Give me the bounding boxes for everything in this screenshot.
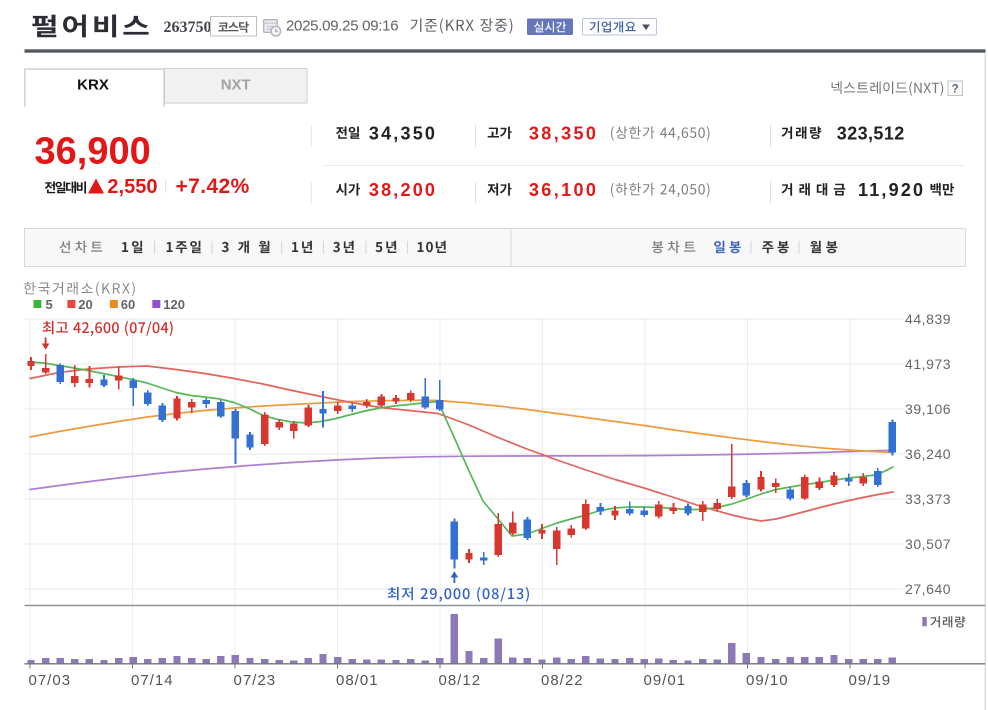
svg-text:07/03: 07/03 xyxy=(29,672,72,689)
svg-text:2025.09.25 09:16: 2025.09.25 09:16 xyxy=(286,18,398,35)
svg-text:30,507: 30,507 xyxy=(905,536,951,552)
svg-text:09/10: 09/10 xyxy=(746,672,789,689)
svg-text:07/14: 07/14 xyxy=(131,672,174,689)
svg-text:36,900: 36,900 xyxy=(35,131,151,173)
svg-text:NXT: NXT xyxy=(221,77,251,94)
svg-text:36,100: 36,100 xyxy=(529,180,598,200)
svg-text:263750: 263750 xyxy=(164,19,212,36)
svg-text:39,106: 39,106 xyxy=(905,401,951,417)
svg-text:5: 5 xyxy=(46,297,53,312)
svg-text:09/01: 09/01 xyxy=(644,672,687,689)
svg-text:20: 20 xyxy=(78,297,92,312)
svg-text:08/12: 08/12 xyxy=(439,672,482,689)
svg-text:2,550: 2,550 xyxy=(107,176,157,198)
svg-text:07/23: 07/23 xyxy=(234,672,277,689)
svg-text:44,839: 44,839 xyxy=(905,311,951,327)
svg-text:120: 120 xyxy=(163,297,185,312)
svg-text:08/01: 08/01 xyxy=(336,672,379,689)
svg-text:323,512: 323,512 xyxy=(837,123,905,143)
svg-text:41,973: 41,973 xyxy=(905,356,951,372)
svg-text:38,350: 38,350 xyxy=(529,123,598,143)
svg-text:36,240: 36,240 xyxy=(905,446,951,462)
svg-text:11,920: 11,920 xyxy=(858,180,925,200)
svg-text:27,640: 27,640 xyxy=(905,581,951,597)
svg-text:KRX: KRX xyxy=(77,77,109,94)
svg-text:09/19: 09/19 xyxy=(849,672,892,689)
svg-text:08/22: 08/22 xyxy=(541,672,584,689)
svg-text:34,350: 34,350 xyxy=(369,123,437,143)
svg-text:?: ? xyxy=(952,84,959,96)
svg-text:33,373: 33,373 xyxy=(905,491,951,507)
svg-text:+7.42%: +7.42% xyxy=(176,175,250,198)
svg-text:38,200: 38,200 xyxy=(369,180,437,200)
svg-text:60: 60 xyxy=(121,297,135,312)
